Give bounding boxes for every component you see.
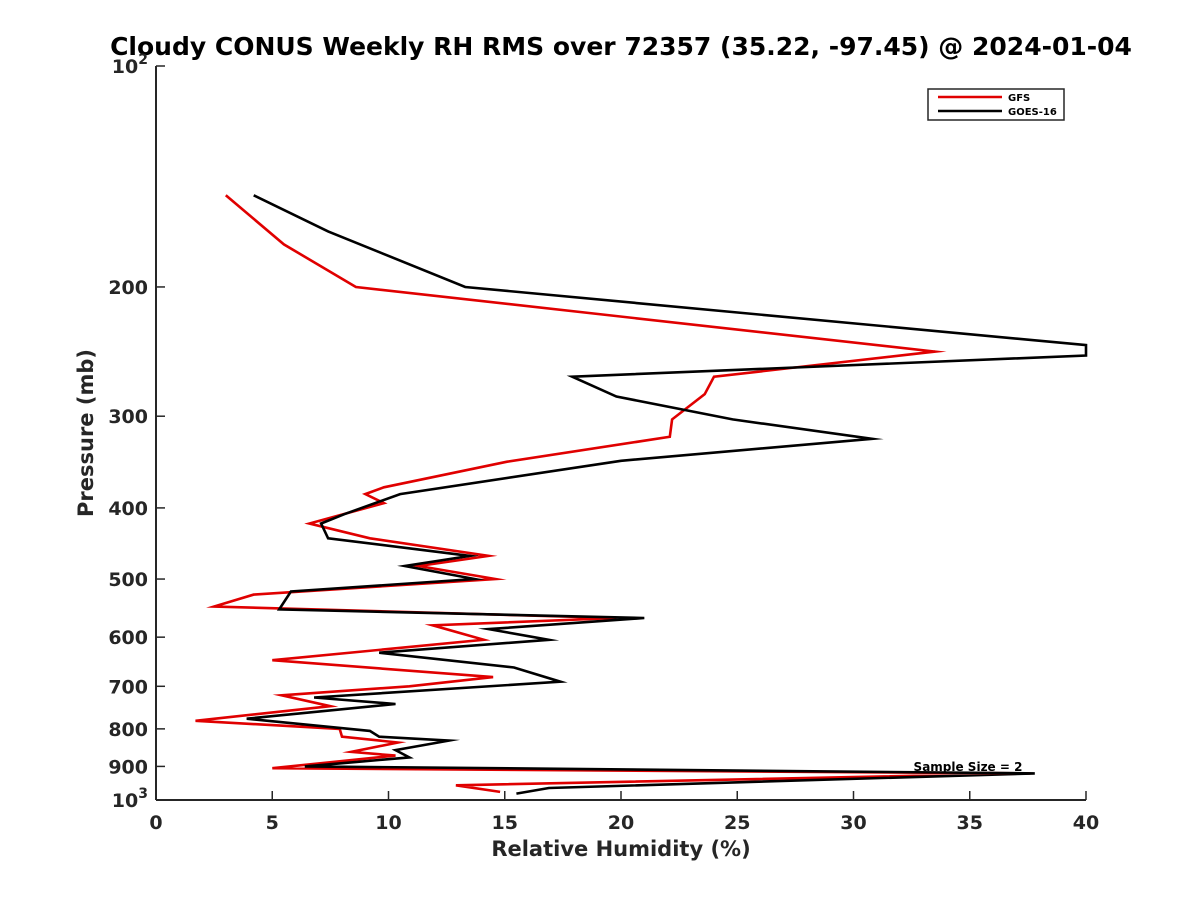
x-tick-label: 10 [375, 812, 401, 834]
y-tick-label: 400 [108, 498, 148, 520]
x-tick-label: 40 [1073, 812, 1099, 834]
y-tick-label: 500 [108, 569, 148, 591]
y-tick-label: 900 [108, 756, 148, 778]
legend-box [927, 88, 1065, 121]
series-layer [195, 194, 1088, 795]
x-tick-label: 25 [724, 812, 750, 834]
y-axis-label: Pressure (mb) [74, 349, 98, 517]
y-tick-label: 102 [112, 52, 148, 78]
x-axis-label: Relative Humidity (%) [491, 837, 750, 861]
y-tick-label: 700 [108, 676, 148, 698]
x-tick-label: 0 [149, 812, 162, 834]
chart-title: Cloudy CONUS Weekly RH RMS over 72357 (3… [110, 32, 1132, 61]
legend: GFS GOES-16 [927, 88, 1065, 121]
y-tick-label: 800 [108, 719, 148, 741]
y-tick-label: 600 [108, 627, 148, 649]
x-tick-label: 15 [492, 812, 518, 834]
y-tick-label: 200 [108, 277, 148, 299]
sample-size-annotation: Sample Size = 2 [914, 760, 1023, 774]
legend-label-goes16: GOES-16 [1008, 107, 1057, 118]
legend-label-gfs: GFS [1008, 93, 1030, 104]
x-tick-label: 20 [608, 812, 634, 834]
y-tick-label: 103 [112, 786, 148, 812]
x-tick-label: 5 [266, 812, 279, 834]
x-tick-label: 30 [840, 812, 866, 834]
x-tick-label: 35 [957, 812, 983, 834]
y-tick-label: 300 [108, 406, 148, 428]
y-ticks: 102 200 300 400 500 600 700 800 900 103 [108, 52, 165, 812]
x-ticks: 0 5 10 15 20 25 30 35 40 [149, 791, 1099, 834]
